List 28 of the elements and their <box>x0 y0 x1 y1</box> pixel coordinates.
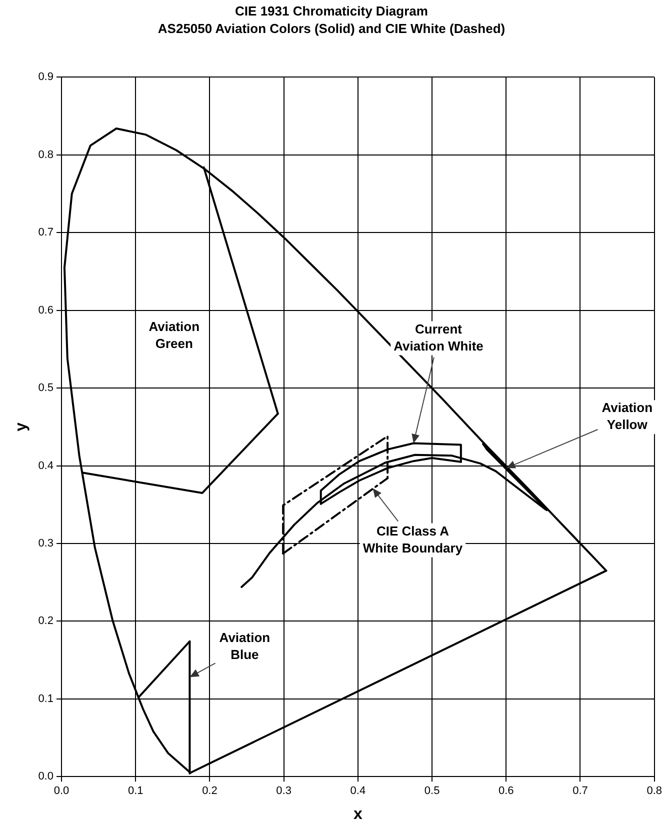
x-tick-label: 0.2 <box>202 785 218 798</box>
annotation: Aviation Green <box>148 319 200 352</box>
x-tick-label: 0.1 <box>128 785 144 798</box>
y-tick-label: 0.8 <box>38 148 54 161</box>
annotation: Aviation Blue <box>219 630 270 662</box>
y-axis-title: y <box>13 422 30 432</box>
x-tick-label: 0.6 <box>498 785 514 798</box>
chart-subtitle: AS25050 Aviation Colors (Solid) and CIE White (Dashed) <box>158 20 506 36</box>
y-tick-label: 0.7 <box>38 226 54 239</box>
annotation: Current Aviation White <box>394 321 484 354</box>
x-tick-label: 0.7 <box>572 785 588 798</box>
x-tick-label: 0.5 <box>424 785 440 798</box>
y-tick-label: 0.2 <box>38 615 54 628</box>
y-tick-label: 0.1 <box>38 692 54 705</box>
annotation: CIE Class A White Boundary <box>362 523 464 556</box>
x-tick-label: 0.0 <box>54 785 70 798</box>
y-tick-label: 0.4 <box>38 460 54 472</box>
chart-title: CIE 1931 Chromaticity Diagram <box>235 3 428 18</box>
x-tick-label: 0.3 <box>276 785 292 798</box>
x-tick-label: 0.8 <box>646 785 662 798</box>
y-tick-label: 0.0 <box>38 770 54 783</box>
x-tick-label: 0.4 <box>350 785 366 798</box>
x-axis-title: x <box>353 806 362 823</box>
y-tick-label: 0.5 <box>38 382 54 394</box>
annotation: Aviation Yellow <box>602 400 653 432</box>
y-tick-label: 0.9 <box>38 71 54 84</box>
y-tick-label: 0.3 <box>38 538 54 550</box>
y-tick-label: 0.6 <box>38 304 54 316</box>
